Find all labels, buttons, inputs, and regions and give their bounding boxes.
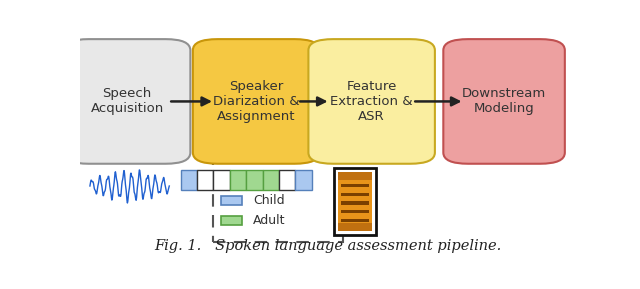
Bar — [341, 184, 369, 187]
Bar — [341, 219, 369, 222]
Text: Feature
Extraction &
ASR: Feature Extraction & ASR — [330, 80, 413, 123]
Text: Speech
Acquisition: Speech Acquisition — [90, 88, 164, 115]
Bar — [341, 210, 369, 213]
Text: Speaker
Diarization &
Assignment: Speaker Diarization & Assignment — [212, 80, 300, 123]
Bar — [338, 172, 372, 180]
Bar — [246, 171, 262, 190]
Bar — [262, 171, 279, 190]
FancyBboxPatch shape — [444, 39, 565, 164]
Bar — [295, 171, 312, 190]
Bar — [230, 171, 246, 190]
Bar — [341, 201, 369, 205]
Bar — [221, 216, 242, 225]
FancyBboxPatch shape — [193, 39, 319, 164]
Text: Downstream
Modeling: Downstream Modeling — [462, 88, 546, 115]
FancyBboxPatch shape — [308, 39, 435, 164]
Bar — [213, 171, 230, 190]
Bar — [338, 223, 372, 231]
Bar — [341, 192, 369, 196]
Bar — [180, 171, 197, 190]
FancyBboxPatch shape — [64, 39, 190, 164]
Text: Child: Child — [253, 194, 285, 207]
Bar — [338, 172, 372, 231]
Text: Adult: Adult — [253, 214, 285, 227]
Bar — [334, 168, 376, 235]
Text: Fig. 1.   Spoken language assessment pipeline.: Fig. 1. Spoken language assessment pipel… — [154, 239, 502, 253]
Bar — [279, 171, 295, 190]
Bar — [221, 196, 242, 205]
Bar — [197, 171, 213, 190]
